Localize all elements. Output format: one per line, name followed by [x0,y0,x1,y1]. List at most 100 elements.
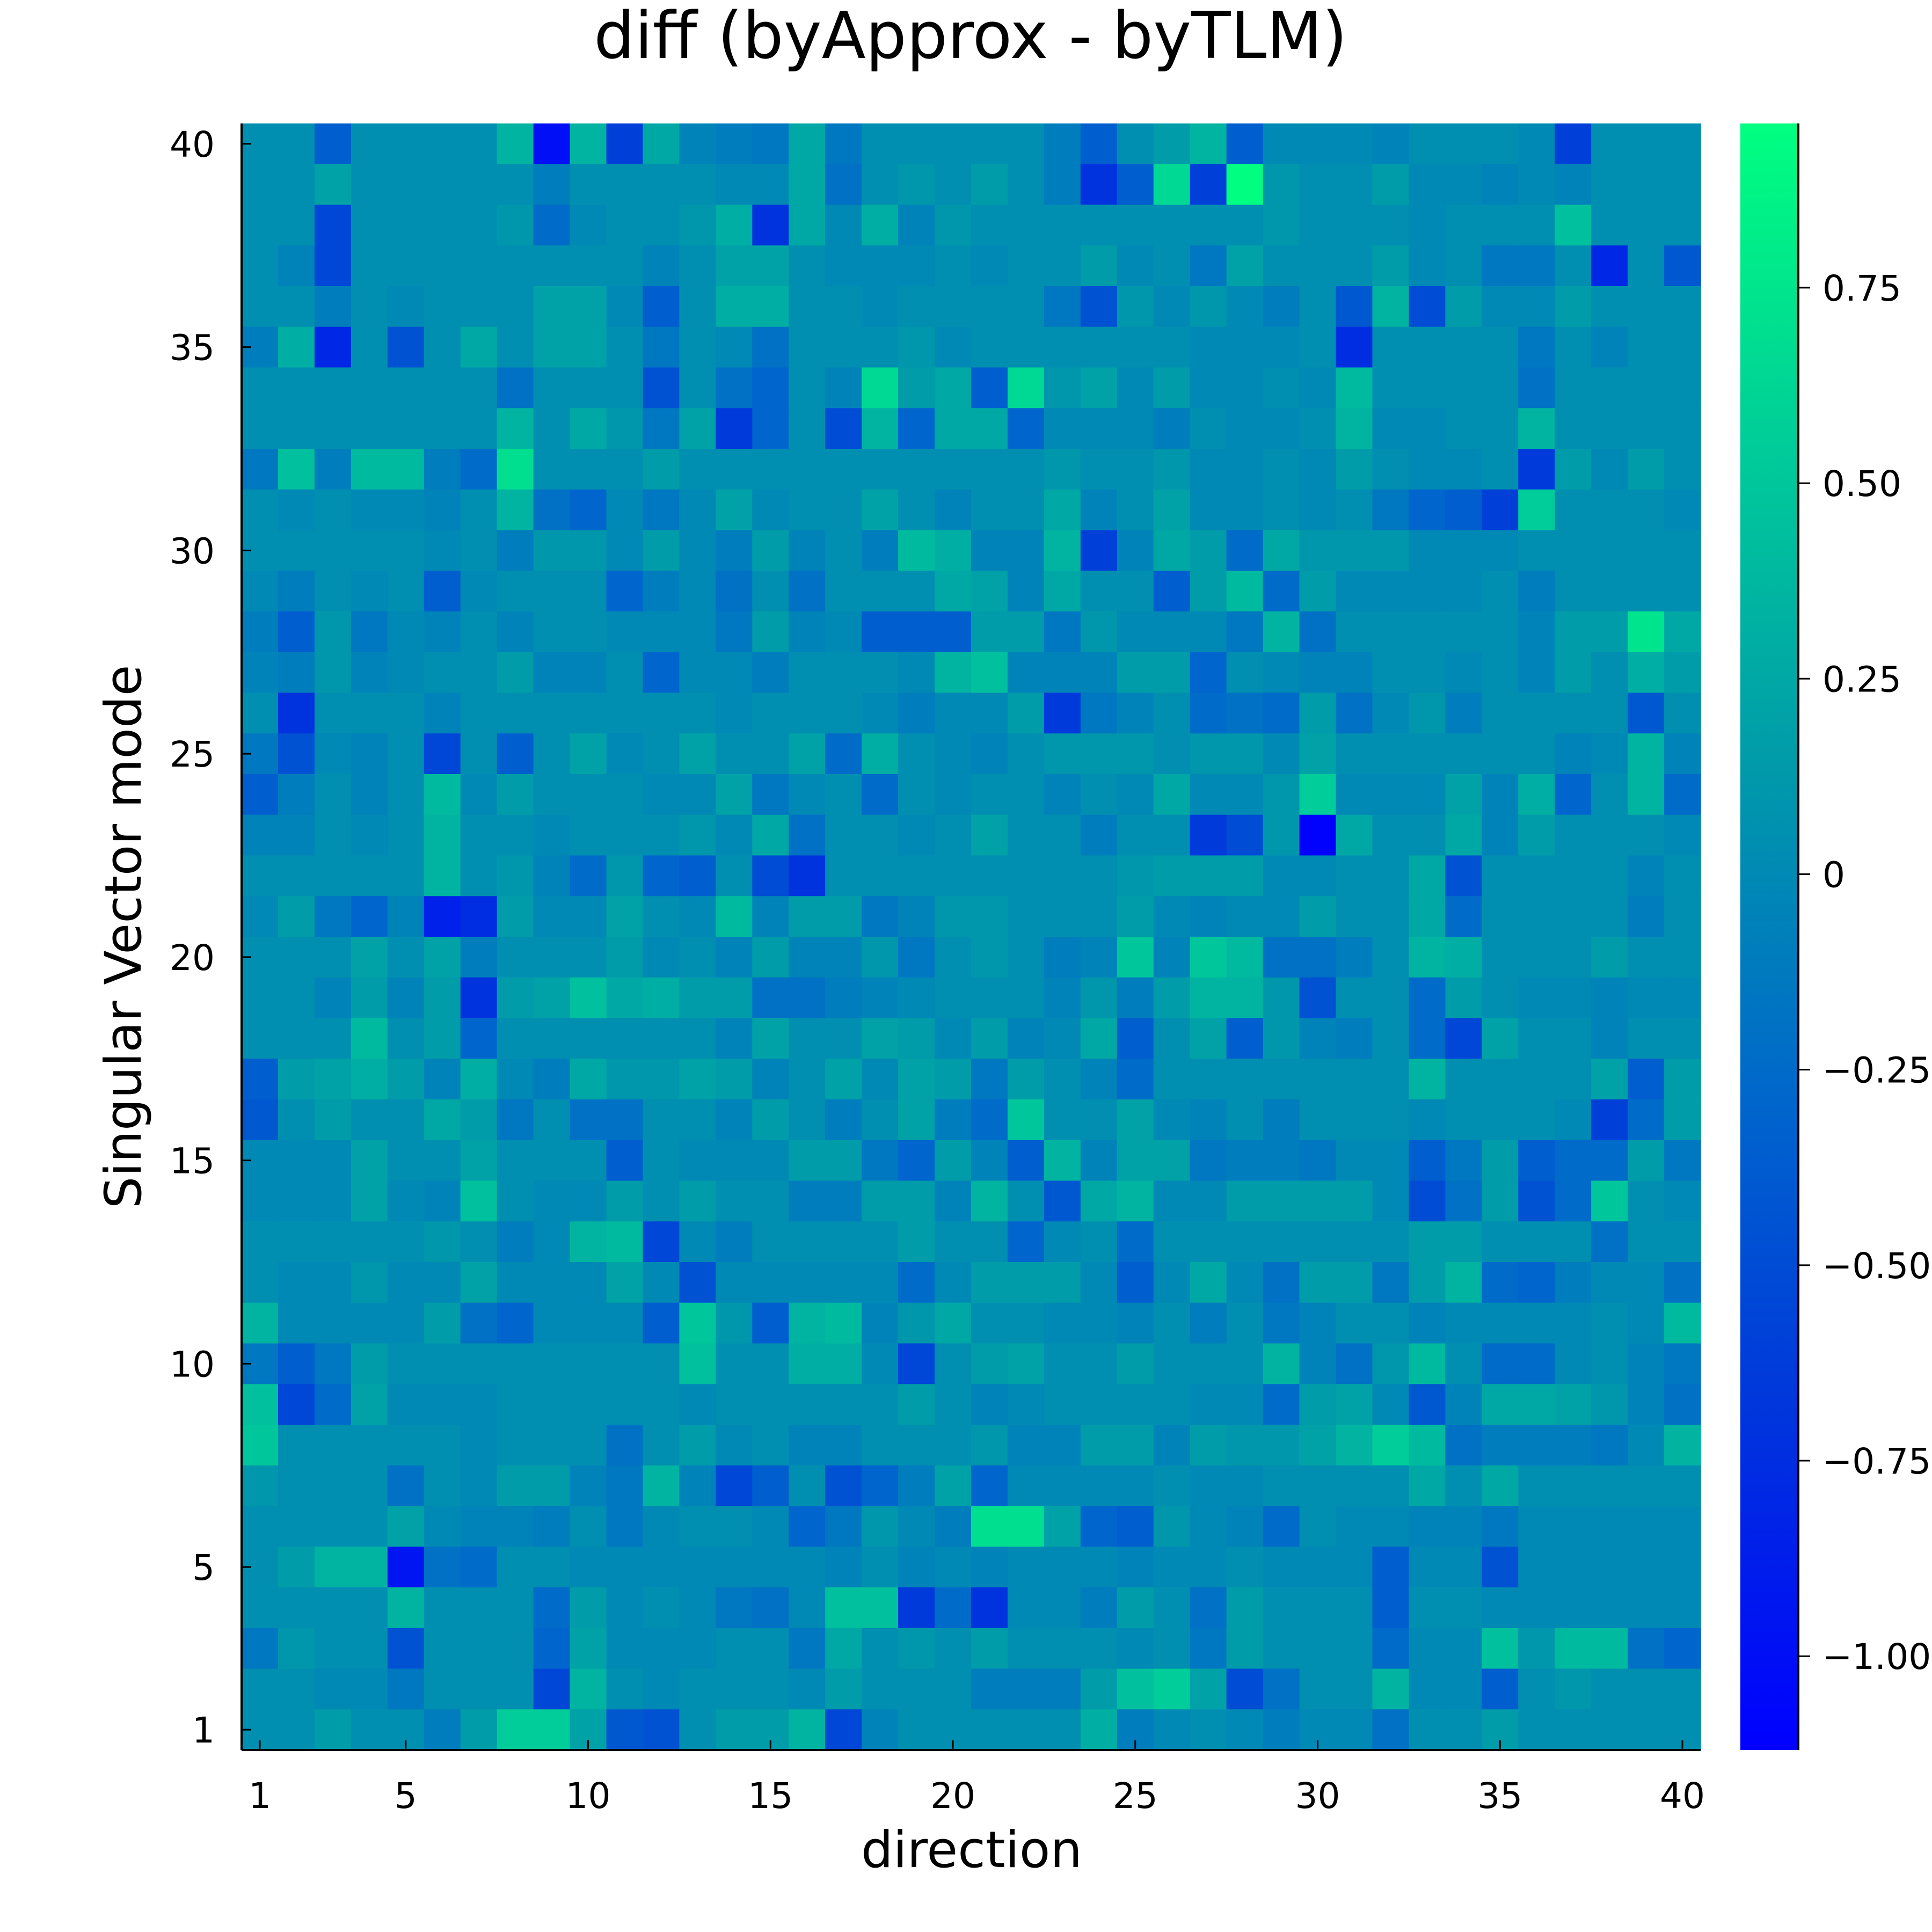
heatmap-cell [1336,1465,1373,1507]
heatmap-cell [1263,367,1300,409]
heatmap-cell [789,1425,826,1466]
heatmap-cell [643,1302,680,1344]
heatmap-cell [1190,1709,1227,1751]
heatmap-cell [1591,1709,1628,1751]
heatmap-cell [278,1709,315,1751]
heatmap-cell [1591,449,1628,490]
heatmap-cell [643,652,680,694]
heatmap-cell [1372,1668,1410,1710]
heatmap-cell [1445,1180,1483,1222]
heatmap-cell [278,1140,315,1182]
heatmap-cell [533,449,571,490]
heatmap-cell [1226,937,1264,978]
heatmap-cell [1482,814,1519,856]
heatmap-cell [752,774,790,815]
heatmap-cell [1080,733,1118,775]
heatmap-cell [387,123,425,165]
heatmap-cell [533,611,571,653]
heatmap-cell [1482,977,1519,1019]
heatmap-cell [1226,774,1264,815]
heatmap-cell [1664,937,1701,978]
heatmap-cell [935,733,972,775]
heatmap-cell [1044,1465,1081,1507]
heatmap-cell [898,1628,935,1669]
heatmap-cell [460,1465,498,1507]
heatmap-cell [1664,530,1701,572]
heatmap-cell [1664,1221,1701,1263]
heatmap-cell [1664,123,1701,165]
heatmap-cell [971,611,1008,653]
heatmap-cell [752,245,790,287]
heatmap-cell [1336,1425,1373,1466]
heatmap-cell [606,1547,644,1588]
heatmap-cell [242,1425,279,1466]
heatmap-cell [643,1180,680,1222]
heatmap-cell [497,530,534,572]
heatmap-cell [570,530,607,572]
heatmap-cell [1226,1587,1264,1629]
heatmap-cell [1409,774,1446,815]
heatmap-cell [1007,1628,1045,1669]
heatmap-cell [1263,1262,1300,1303]
heatmap-cell [1080,1547,1118,1588]
heatmap-cell [533,1506,571,1548]
heatmap-cell [1372,692,1410,734]
heatmap-cell [1591,1668,1628,1710]
heatmap-cell [1044,489,1081,531]
heatmap-cell [1190,1343,1227,1385]
heatmap-cell [1080,937,1118,978]
heatmap-cell [789,245,826,287]
heatmap-cell [1664,774,1701,815]
y-axis-label: Singular Vector mode [94,665,153,1209]
heatmap-cell [1664,1587,1701,1629]
heatmap-cell [789,1302,826,1344]
heatmap-cell [1263,286,1300,327]
heatmap-cell [643,205,680,246]
x-tick-label: 25 [1113,1775,1158,1817]
heatmap-cell [1336,205,1373,246]
heatmap-cell [643,611,680,653]
heatmap-cell [1555,1668,1592,1710]
heatmap-cell [1007,1506,1045,1548]
heatmap-cell [1117,1506,1154,1548]
heatmap-cell [716,611,753,653]
heatmap-cell [1628,1668,1665,1710]
heatmap-cell [1007,937,1045,978]
heatmap-cell [1153,1180,1191,1222]
heatmap-cell [570,286,607,327]
heatmap-cell [242,408,279,449]
heatmap-cell [1336,1180,1373,1222]
heatmap-cell [1153,692,1191,734]
heatmap-cell [1372,814,1410,856]
heatmap-cell [643,896,680,937]
heatmap-cell [752,408,790,449]
heatmap-cell [752,733,790,775]
heatmap-cell [1117,1668,1154,1710]
heatmap-cell [1482,896,1519,937]
heatmap-cell [643,123,680,165]
heatmap-cell [1555,652,1592,694]
heatmap-cell [1336,1018,1373,1060]
heatmap-cell [1263,733,1300,775]
heatmap-cell [1628,326,1665,368]
heatmap-cell [278,896,315,937]
heatmap-cell [387,774,425,815]
heatmap-cell [789,123,826,165]
heatmap-cell [351,611,388,653]
heatmap-cell [1044,286,1081,327]
heatmap-cell [1628,977,1665,1019]
heatmap-cell [1482,408,1519,449]
heatmap-cell [314,1384,352,1425]
heatmap-cell [789,449,826,490]
heatmap-cell [716,449,753,490]
colorbar-tick-label: −0.50 [1822,1245,1931,1287]
heatmap-cell [1482,1302,1519,1344]
heatmap-cell [971,1668,1008,1710]
heatmap-cell [789,611,826,653]
heatmap-cell [314,977,352,1019]
heatmap-cell [1555,530,1592,572]
heatmap-cell [1482,530,1519,572]
heatmap-cell [825,205,862,246]
heatmap-cell [862,1180,899,1222]
heatmap-cell [1263,123,1300,165]
